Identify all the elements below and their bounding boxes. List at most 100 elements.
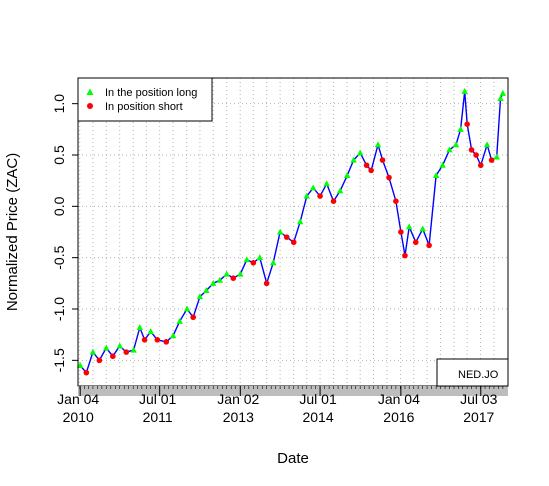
long-position-marker bbox=[356, 149, 364, 156]
short-position-marker bbox=[473, 152, 479, 158]
short-position-marker bbox=[263, 280, 270, 287]
x-axis: Jan 04 2010 Jul 01 2011 Jan 02 2013 Jul 01 2014… bbox=[57, 386, 508, 425]
short-position-marker bbox=[398, 229, 404, 235]
x-axis-title: Date bbox=[277, 450, 309, 467]
x-tick-label-year: 2013 bbox=[223, 409, 254, 425]
price-line bbox=[79, 90, 504, 374]
long-position-marker bbox=[323, 180, 330, 187]
short-position-marker bbox=[290, 239, 297, 246]
long-position-marker bbox=[309, 184, 317, 191]
long-position-marker bbox=[461, 87, 468, 94]
legend-short-marker bbox=[87, 103, 93, 109]
short-position-marker bbox=[230, 275, 237, 282]
long-position-marker bbox=[483, 141, 491, 148]
long-position-marker bbox=[374, 141, 382, 148]
x-tick-label-date: Jul 01 bbox=[299, 391, 337, 407]
short-position-marker bbox=[163, 339, 170, 345]
long-position-marker bbox=[243, 256, 250, 263]
long-position-marker bbox=[103, 344, 110, 351]
y-tick-label: -1.0 bbox=[51, 297, 67, 321]
short-position-marker bbox=[386, 174, 392, 181]
legend-short-label: In position short bbox=[105, 101, 183, 113]
long-position-marker bbox=[343, 172, 351, 179]
short-position-marker bbox=[368, 167, 374, 174]
x-tick-label-year: 2017 bbox=[463, 409, 494, 425]
x-tick-label-year: 2016 bbox=[383, 409, 414, 425]
long-position-marker bbox=[303, 192, 310, 199]
price-series bbox=[79, 90, 504, 374]
long-position-marker bbox=[493, 153, 500, 160]
y-tick-label: 0.5 bbox=[51, 145, 67, 165]
long-position-marker bbox=[350, 156, 357, 163]
short-position-marker bbox=[96, 357, 103, 364]
x-tick-label-year: 2011 bbox=[143, 409, 173, 425]
long-position-marker bbox=[76, 361, 84, 368]
short-position-marker bbox=[393, 198, 399, 204]
long-position-marker bbox=[439, 161, 446, 168]
short-position-marker bbox=[250, 260, 257, 266]
long-position-marker bbox=[406, 223, 413, 230]
x-tick-label-year: 2010 bbox=[63, 409, 94, 425]
short-position-marker bbox=[426, 242, 432, 249]
x-tick-label-date: Jan 04 bbox=[57, 391, 99, 407]
short-position-marker bbox=[379, 157, 386, 163]
short-position-marker bbox=[402, 252, 408, 259]
y-tick-label: -0.5 bbox=[51, 245, 67, 269]
y-tick-label: 0.0 bbox=[51, 196, 67, 216]
legend-long-label: In the position long bbox=[105, 87, 197, 99]
short-position-marker bbox=[83, 369, 90, 376]
long-position-marker bbox=[237, 270, 244, 277]
x-tick-label-date: Jul 03 bbox=[460, 391, 498, 407]
long-position-marker bbox=[276, 228, 284, 235]
long-position-marker bbox=[116, 342, 123, 349]
legend: In the position long In position short bbox=[77, 77, 213, 122]
long-position-marker bbox=[203, 287, 210, 294]
legend-box bbox=[77, 77, 213, 122]
position-markers bbox=[76, 87, 507, 376]
y-tick-label: 1.0 bbox=[51, 94, 67, 114]
short-position-marker bbox=[141, 337, 148, 343]
short-position-marker bbox=[363, 162, 370, 169]
x-tick-label-date: Jan 02 bbox=[217, 391, 259, 407]
long-position-marker bbox=[223, 270, 230, 277]
long-position-marker bbox=[136, 323, 143, 330]
short-position-marker bbox=[330, 198, 337, 204]
short-position-marker bbox=[317, 193, 323, 199]
legend-long-marker bbox=[86, 88, 94, 95]
y-axis: -1.5 -1.0 -0.5 0.0 0.5 1.0 bbox=[51, 94, 78, 372]
long-position-marker bbox=[497, 95, 504, 102]
long-position-marker bbox=[130, 346, 137, 353]
long-position-marker bbox=[336, 187, 344, 194]
long-position-marker bbox=[419, 225, 426, 232]
x-tick-label-date: Jan 04 bbox=[378, 391, 420, 407]
instrument-label-box bbox=[436, 358, 509, 387]
long-position-marker bbox=[176, 317, 183, 324]
short-position-marker bbox=[283, 234, 290, 240]
long-position-marker bbox=[270, 259, 277, 266]
long-position-marker bbox=[183, 305, 191, 312]
short-position-marker bbox=[110, 353, 116, 360]
long-position-marker bbox=[196, 293, 204, 300]
long-position-marker bbox=[210, 279, 217, 286]
long-position-marker bbox=[216, 276, 224, 283]
long-position-marker bbox=[452, 141, 460, 148]
y-tick-label: -1.5 bbox=[51, 348, 67, 372]
short-position-marker bbox=[488, 157, 495, 163]
instrument-label: NED.JO bbox=[436, 358, 509, 387]
long-position-marker bbox=[499, 89, 507, 96]
long-position-marker bbox=[446, 146, 453, 153]
x-tick-label-date: Jul 01 bbox=[139, 391, 177, 407]
y-axis-title: Normalized Price (ZAC) bbox=[4, 153, 21, 311]
x-axis-date-strip bbox=[78, 386, 508, 396]
short-position-marker bbox=[468, 147, 475, 153]
long-position-marker bbox=[457, 125, 464, 132]
short-position-marker bbox=[477, 162, 484, 169]
short-position-marker bbox=[123, 349, 130, 355]
short-position-marker bbox=[464, 121, 470, 127]
long-position-marker bbox=[169, 332, 177, 339]
long-position-marker bbox=[256, 254, 263, 261]
long-position-marker bbox=[147, 328, 154, 335]
instrument-label-text: NED.JO bbox=[458, 369, 499, 381]
x-tick-label-year: 2014 bbox=[302, 409, 333, 425]
